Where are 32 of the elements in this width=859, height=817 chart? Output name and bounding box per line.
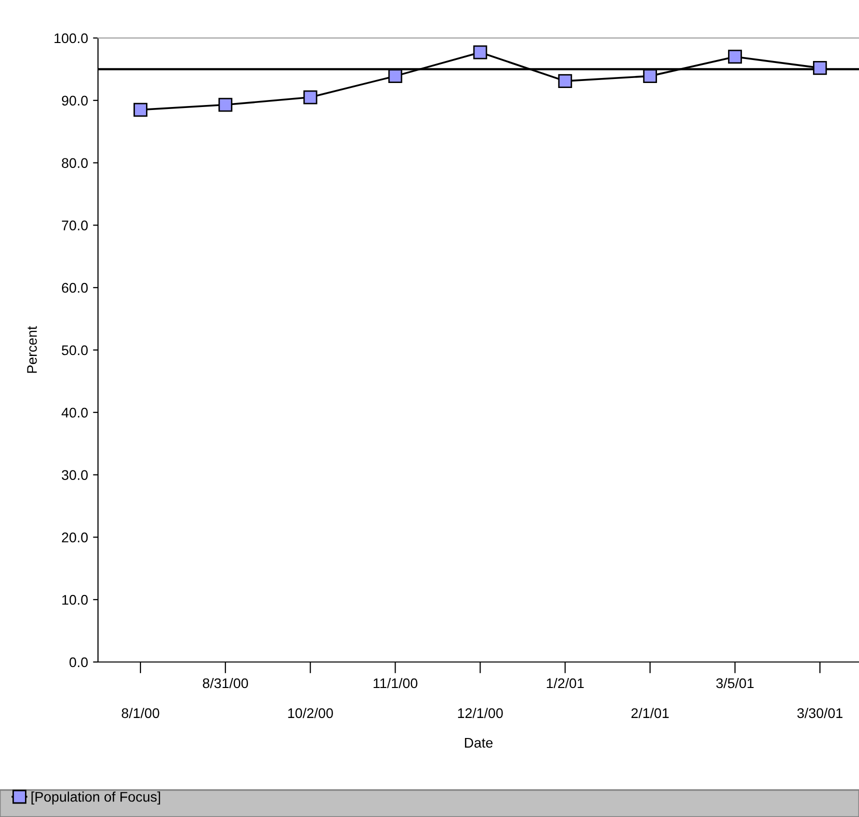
y-tick-label: 50.0: [62, 345, 88, 356]
x-tick-label: 8/1/00: [122, 708, 160, 718]
x-tick-label: 2/1/01: [631, 708, 669, 718]
legend-label: [Population of Focus]: [32, 792, 160, 804]
y-tick-label: 90.0: [62, 96, 88, 106]
point: [134, 102, 148, 117]
point: [388, 69, 402, 84]
x-axis-title: Date: [464, 738, 493, 748]
point: [303, 90, 318, 104]
y-tick-label: 80.0: [62, 158, 88, 168]
x-tick-label: 1/2/01: [546, 678, 584, 688]
y-tick-label: 30.0: [62, 470, 88, 480]
y-tick-label: 100.0: [54, 33, 88, 44]
x-tick-label: 10/2/00: [288, 708, 333, 718]
point: [643, 69, 658, 84]
x-tick-label: 8/31/00: [202, 678, 248, 688]
point: [728, 50, 742, 64]
point: [812, 61, 827, 75]
point: [473, 45, 488, 60]
point: [558, 74, 572, 88]
point: [218, 98, 232, 112]
x-tick-label: 12/1/00: [458, 708, 503, 718]
y-tick-label: 20.0: [62, 532, 88, 542]
y-axis-title: Percent: [27, 326, 37, 373]
y-tick-label: 60.0: [62, 282, 88, 293]
x-tick-label: 3/30/01: [797, 708, 842, 718]
x-tick-label: 11/1/00: [374, 678, 418, 688]
y-tick-label: 70.0: [62, 220, 88, 230]
x-tick-label: 3/5/01: [716, 678, 754, 688]
y-tick-label: 40.0: [62, 408, 88, 418]
y-tick-label: 0.0: [70, 657, 88, 668]
y-tick-label: 10.0: [62, 594, 88, 605]
